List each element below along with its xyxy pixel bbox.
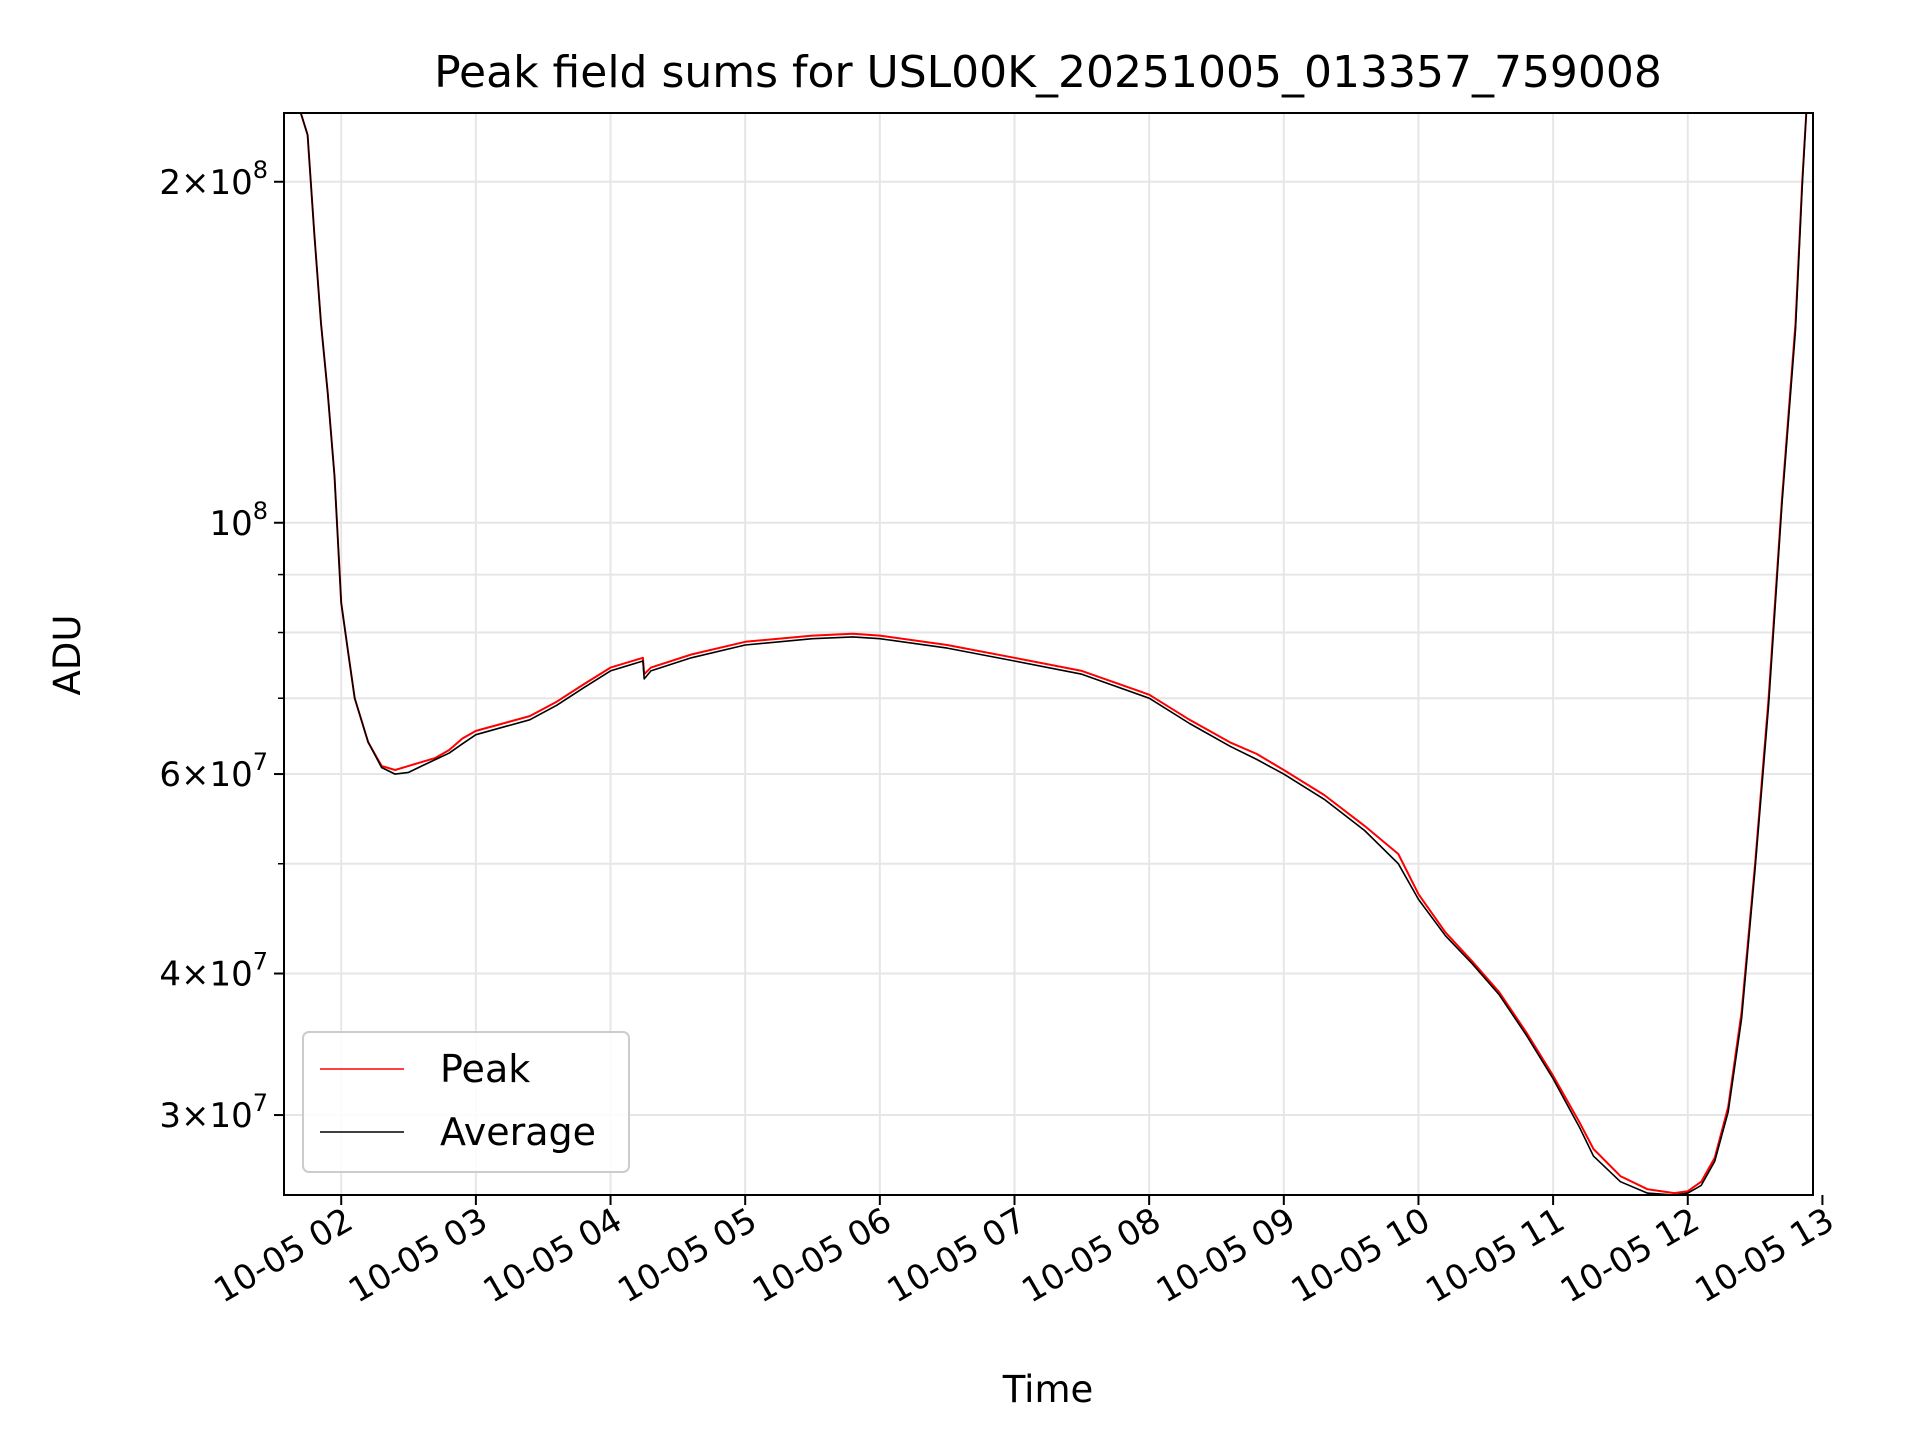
y-axis-label: ADU (46, 615, 89, 696)
y-tick-label: 2×108 (159, 156, 268, 203)
x-axis-label: Time (1002, 1368, 1094, 1411)
plot-frame (283, 112, 1814, 1196)
legend-peak-label: Peak (440, 1047, 530, 1091)
y-tick-label: 4×107 (159, 948, 268, 995)
legend-box (302, 1031, 630, 1173)
y-tick-label: 3×107 (159, 1089, 268, 1136)
legend: Peak Average (302, 1031, 630, 1173)
y-tick-label: 6×107 (159, 748, 268, 795)
legend-average-label: Average (440, 1110, 596, 1154)
series-line-peak (299, 113, 1808, 1195)
chart-title: Peak field sums for USL00K_20251005_0133… (434, 47, 1662, 98)
